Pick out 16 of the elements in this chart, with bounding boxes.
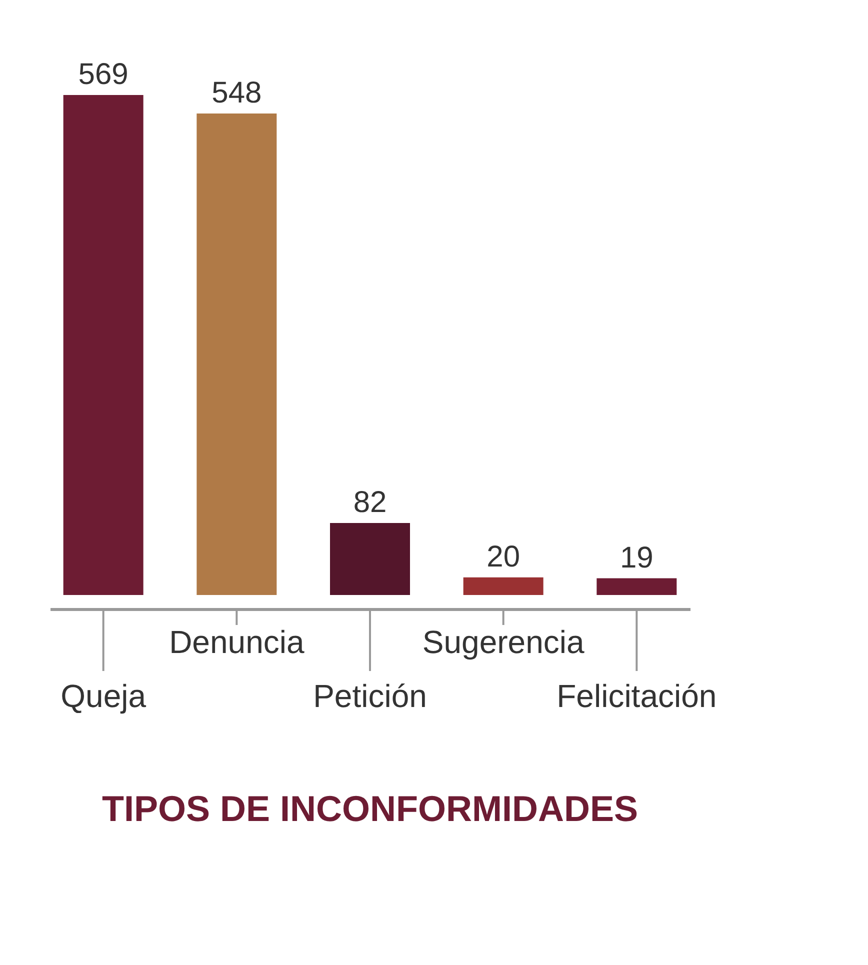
data-label: 19 [620, 541, 654, 574]
x-tick-label: Petición [313, 678, 427, 714]
data-label: 82 [353, 486, 387, 519]
bar [596, 578, 677, 595]
text: TIPOS DE INCONFORMIDADES [102, 788, 638, 829]
data-label: 20 [486, 540, 520, 574]
x-tick-label: Queja [60, 678, 146, 714]
x-tick-label: Sugerencia [422, 624, 584, 660]
bar [63, 95, 144, 595]
bar [330, 522, 410, 595]
bar [196, 113, 277, 595]
data-label: 569 [78, 58, 128, 91]
x-tick-label: Felicitación [556, 678, 717, 714]
x-tick-label: Denuncia [169, 624, 304, 660]
data-label: 548 [212, 76, 262, 110]
bar [463, 577, 544, 595]
